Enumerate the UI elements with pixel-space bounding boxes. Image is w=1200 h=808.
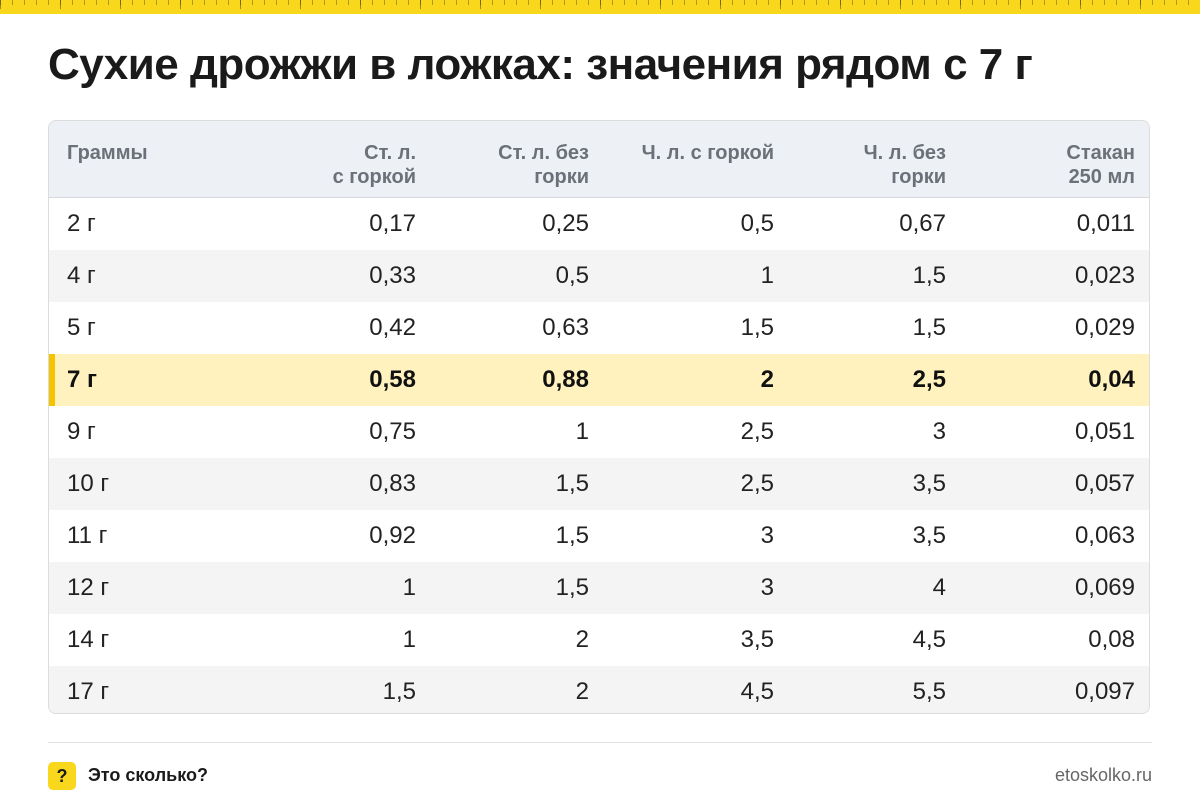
value-cell: 0,17 [369,209,416,237]
value-cell: 0,063 [1074,521,1135,549]
value-cell: 1,5 [740,313,774,341]
value-cell: 0,051 [1074,417,1135,445]
value-cell: 5,5 [912,677,946,705]
value-cell: 4,5 [912,625,946,653]
value-cell: 4,5 [740,677,774,705]
table-row: 9 г 0,75 1 2,5 3 0,051 [49,406,1149,458]
value-cell: 2 [575,625,589,653]
value-cell: 0,33 [369,261,416,289]
value-cell: 0,83 [369,469,416,497]
value-cell: 2 [575,677,589,705]
value-cell: 0,023 [1074,261,1135,289]
column-header-2: Ст. л. без горки [432,121,605,198]
value-cell: 3 [932,417,946,445]
grams-cell: 10 г [67,469,110,497]
value-cell: 0,75 [369,417,416,445]
value-cell: 0,58 [369,365,416,393]
value-cell: 3,5 [912,521,946,549]
table-header-row: Граммы Ст. л. с горкой Ст. л. без горки Ч. л.… [49,121,1149,198]
column-header-line: Граммы [67,142,148,164]
column-header-line: Ст. л. [364,142,416,164]
value-cell: 2,5 [912,365,946,393]
column-header-3: Ч. л. с горкой [605,121,790,198]
column-header-line: Ч. л. с горкой [641,142,774,164]
value-cell: 0,42 [369,313,416,341]
column-header-line: Ст. л. без [498,142,589,164]
value-cell: 0,04 [1088,365,1135,393]
value-cell: 0,25 [542,209,589,237]
table-body: 2 г 0,17 0,25 0,5 0,67 0,011 4 г 0,33 0,5 1 1,5 0,0… [49,197,1149,713]
value-cell: 3,5 [912,469,946,497]
value-cell: 3 [760,573,774,601]
table-row: 10 г 0,83 1,5 2,5 3,5 0,057 [49,457,1149,510]
value-cell: 1 [402,573,416,601]
grams-cell: 7 г [49,354,252,406]
conversion-table-card: Граммы Ст. л. с горкой Ст. л. без горки Ч. л.… [48,120,1150,714]
footer-divider [48,742,1152,743]
table-row: 2 г 0,17 0,25 0,5 0,67 0,011 [49,197,1149,250]
value-cell: 4 [932,573,946,601]
grams-cell: 11 г [67,521,108,549]
column-header-line: горки [534,166,589,188]
brand-name: Это сколько? [88,765,208,785]
value-cell: 3 [760,521,774,549]
value-cell: 1,5 [382,677,416,705]
value-cell: 0,92 [369,521,416,549]
value-cell: 1,5 [555,521,589,549]
column-header-line: Стакан [1066,142,1135,164]
value-cell: 1,5 [912,313,946,341]
grams-cell: 4 г [67,261,96,289]
table-row: 11 г 0,92 1,5 3 3,5 0,063 [49,510,1149,562]
value-cell: 0,097 [1074,677,1135,705]
grams-cell: 12 г [67,573,110,601]
value-cell: 0,5 [740,209,774,237]
grams-cell: 2 г [67,209,96,237]
table-row: 14 г 1 2 3,5 4,5 0,08 [49,614,1149,666]
value-cell: 2 [760,365,774,393]
question-mark-icon: ? [48,762,76,790]
value-cell: 0,057 [1074,469,1135,497]
column-header-line: горки [891,166,946,188]
column-header-line: с горкой [332,166,416,188]
grams-cell: 17 г [67,677,110,705]
page-title: Сухие дрожжи в ложках: значения рядом с … [48,40,1033,89]
value-cell: 2,5 [740,417,774,445]
value-cell: 1,5 [555,573,589,601]
value-cell: 0,67 [899,209,946,237]
table-row: 5 г 0,42 0,63 1,5 1,5 0,029 [49,302,1149,354]
grams-cell: 9 г [67,417,96,445]
column-header-line: 250 мл [1068,166,1135,188]
table-header: Граммы Ст. л. с горкой Ст. л. без горки Ч. л.… [49,121,1149,198]
value-cell: 1,5 [555,469,589,497]
site-link[interactable]: etoskolko.ru [1054,765,1152,785]
column-header-line: Ч. л. без [863,142,946,164]
value-cell: 1 [402,625,416,653]
value-cell: 1 [575,417,589,445]
value-cell: 0,029 [1074,313,1135,341]
value-cell: 1,5 [912,261,946,289]
value-cell: 0,88 [542,365,589,393]
value-cell: 0,08 [1088,625,1135,653]
value-cell: 3,5 [740,625,774,653]
value-cell: 0,63 [542,313,589,341]
column-header-5: Стакан 250 мл [962,121,1149,198]
table-row: 12 г 1 1,5 3 4 0,069 [49,561,1149,614]
table-row-highlighted: 7 г 0,58 0,88 2 2,5 0,04 [49,353,1149,406]
grams-cell: 5 г [67,313,96,341]
grams-cell: 14 г [67,625,110,653]
table-row: 17 г 1,5 2 4,5 5,5 0,097 [49,665,1149,713]
value-cell: 0,011 [1076,209,1135,237]
value-cell: 1 [760,261,774,289]
value-cell: 2,5 [740,469,774,497]
ruler-top-border [0,0,1200,14]
value-cell: 0,5 [555,261,589,289]
column-header-4: Ч. л. без горки [790,121,962,198]
conversion-table: Граммы Ст. л. с горкой Ст. л. без горки Ч. л.… [49,121,1149,713]
table-row: 4 г 0,33 0,5 1 1,5 0,023 [49,249,1149,302]
column-header-1: Ст. л. с горкой [252,121,432,198]
value-cell: 0,069 [1074,573,1135,601]
column-header-0: Граммы [49,121,252,198]
